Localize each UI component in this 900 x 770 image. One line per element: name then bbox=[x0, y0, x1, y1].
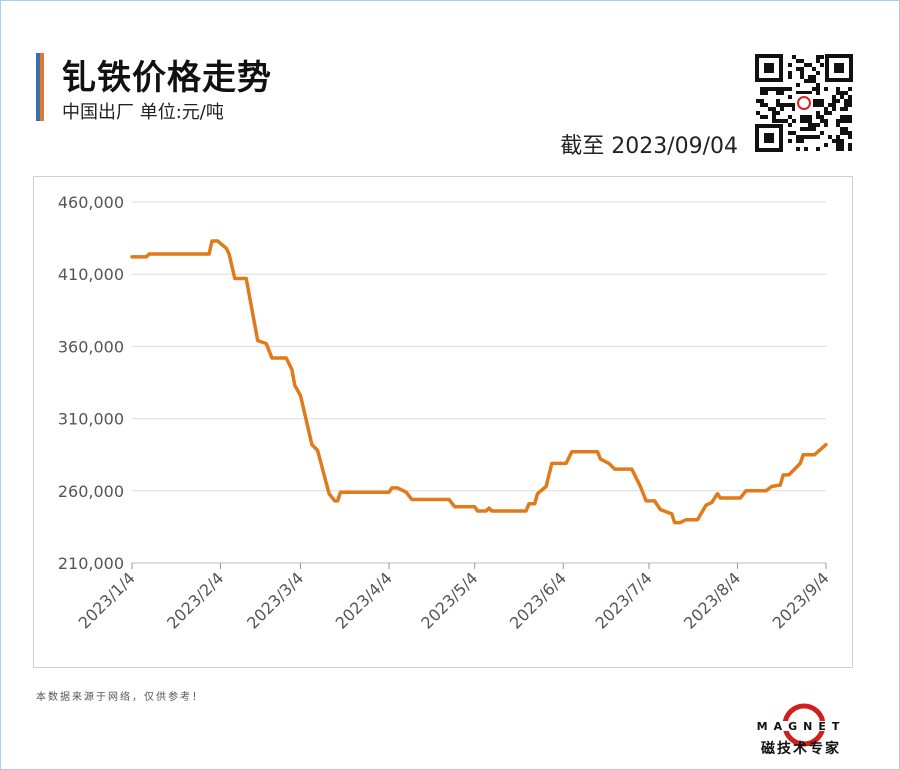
x-tick-label: 2023/3/4 bbox=[243, 568, 307, 632]
y-tick-label: 360,000 bbox=[58, 337, 124, 356]
page-subtitle: 中国出厂 单位:元/吨 bbox=[62, 102, 224, 123]
as-of-date: 截至 2023/09/04 bbox=[560, 134, 738, 159]
qr-code bbox=[755, 54, 853, 152]
x-tick-label: 2023/2/4 bbox=[163, 568, 227, 632]
y-tick-label: 310,000 bbox=[58, 410, 124, 429]
x-tick-label: 2023/5/4 bbox=[417, 568, 481, 632]
brand-tagline: 磁技术专家 bbox=[761, 741, 841, 757]
x-tick-label: 2023/8/4 bbox=[680, 568, 744, 632]
x-tick-label: 2023/4/4 bbox=[332, 568, 396, 632]
title-accent-bar bbox=[36, 53, 44, 121]
source-note: 本数据来源于网络，仅供参考！ bbox=[36, 692, 204, 703]
y-tick-label: 410,000 bbox=[58, 265, 124, 284]
price-series-line bbox=[130, 239, 828, 525]
price-line-chart: 210,000 260,000 310,000 360,000 410,000 460,0… bbox=[58, 193, 833, 633]
logo-wordmark: MAGNET bbox=[757, 720, 846, 733]
page-title: 钆铁价格走势 bbox=[62, 58, 272, 98]
magnet-logo: MAGNET bbox=[748, 703, 854, 747]
x-tick-label: 2023/9/4 bbox=[769, 568, 833, 632]
y-tick-label: 460,000 bbox=[58, 193, 124, 212]
x-tick-label: 2023/7/4 bbox=[592, 568, 656, 632]
x-tick-label: 2023/1/4 bbox=[75, 568, 139, 632]
chart-panel: 210,000 260,000 310,000 360,000 410,000 460,0… bbox=[33, 176, 853, 668]
x-tick-label: 2023/6/4 bbox=[506, 568, 570, 632]
y-tick-label: 210,000 bbox=[58, 554, 124, 573]
y-tick-label: 260,000 bbox=[58, 482, 124, 501]
